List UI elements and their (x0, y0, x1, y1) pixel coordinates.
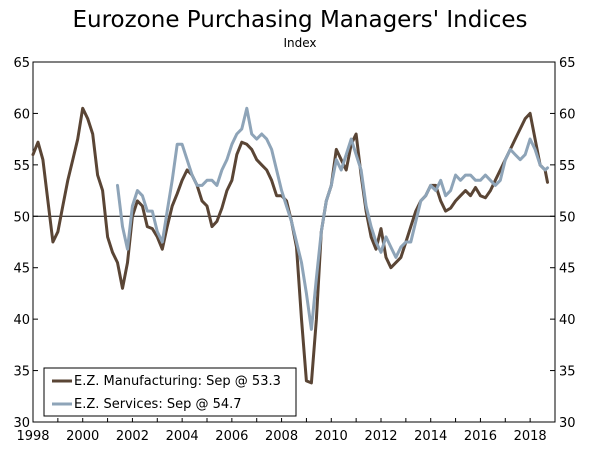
series-group (31, 106, 549, 385)
y-tick-label-left: 60 (13, 107, 30, 122)
y-tick-label-left: 65 (13, 56, 30, 71)
y-tick-label-right: 30 (559, 416, 576, 431)
chart-title: Eurozone Purchasing Managers' Indices (72, 7, 528, 33)
x-tick-label: 2012 (364, 429, 397, 444)
y-tick-label-right: 65 (559, 56, 576, 71)
y-tick-label-left: 45 (13, 262, 30, 277)
y-tick-label-left: 55 (13, 159, 30, 174)
x-tick-label: 2016 (464, 429, 497, 444)
x-tick-label: 2004 (166, 429, 199, 444)
series-line-services (116, 106, 549, 331)
chart-subtitle: Index (283, 36, 317, 50)
y-tick-label-right: 50 (559, 210, 576, 225)
axes: 30 30 35 35 40 40 45 45 50 50 55 55 60 60 65 65 1998 2000… (13, 56, 575, 444)
legend-label-manufacturing: E.Z. Manufacturing: Sep @ 53.3 (74, 374, 281, 389)
y-tick-label-left: 30 (13, 416, 30, 431)
x-tick-label: 2014 (414, 429, 447, 444)
x-tick-label: 1998 (16, 429, 49, 444)
x-tick-label: 2018 (514, 429, 547, 444)
y-tick-label-left: 50 (13, 210, 30, 225)
y-tick-label-left: 40 (13, 313, 30, 328)
x-tick-label: 2000 (66, 429, 99, 444)
y-tick-label-right: 60 (559, 107, 576, 122)
x-tick-label: 2006 (215, 429, 248, 444)
y-tick-label-right: 40 (559, 313, 576, 328)
plot-area-frame (32, 61, 556, 423)
x-tick-label: 2008 (265, 429, 298, 444)
y-tick-label-right: 35 (559, 365, 576, 380)
series-line-manufacturing (31, 106, 549, 385)
y-tick-label-right: 55 (559, 159, 576, 174)
y-tick-label-right: 45 (559, 262, 576, 277)
x-tick-label: 2010 (315, 429, 348, 444)
legend-label-services: E.Z. Services: Sep @ 54.7 (74, 397, 242, 412)
x-tick-label: 2002 (116, 429, 149, 444)
legend-box (43, 367, 297, 417)
legend: E.Z. Manufacturing: Sep @ 53.3 E.Z. Serv… (43, 367, 297, 417)
y-tick-label-left: 35 (13, 365, 30, 380)
